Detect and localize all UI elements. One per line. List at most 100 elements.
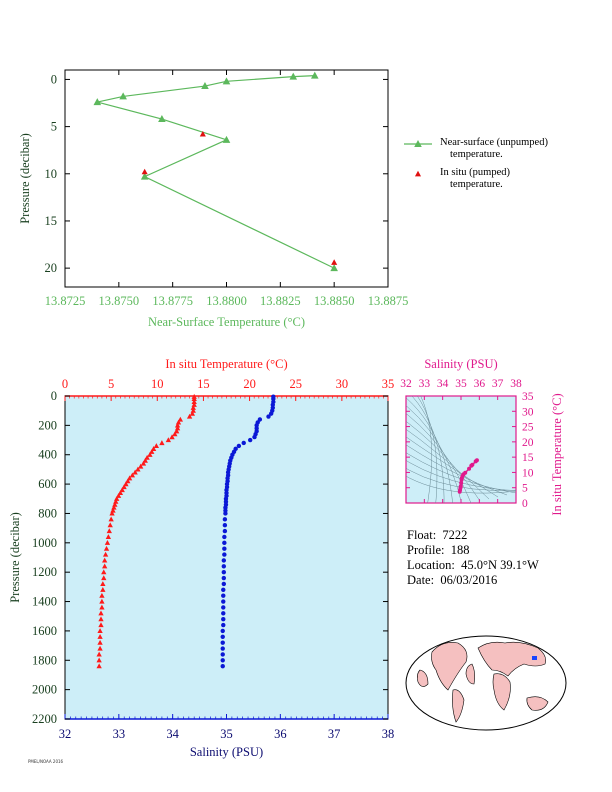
salinity-tick-label: 35 <box>220 727 233 741</box>
temperature-profile-point <box>96 657 102 663</box>
ts-point <box>467 466 472 471</box>
x-tick-label: 13.8750 <box>99 294 140 308</box>
ts-salinity-tick-label: 32 <box>400 378 412 390</box>
temperature-profile-point <box>105 534 112 540</box>
profile-label: Profile: <box>407 543 445 557</box>
location-value: 45.0°N 39.1°W <box>461 558 539 572</box>
date-row: Date: 06/03/2016 <box>407 573 539 588</box>
salinity-profile-point <box>222 540 227 546</box>
temperature-profile-point <box>159 440 165 446</box>
y-tick-label: 5 <box>51 120 57 134</box>
pressure-tick-label: 1200 <box>32 565 57 579</box>
temperature-profile-point <box>108 516 114 522</box>
pressure-tick-label: 0 <box>51 389 57 403</box>
temperature-profile-point <box>97 645 103 651</box>
temperature-profile-point <box>98 622 104 628</box>
ts-temperature-tick-label: 5 <box>522 483 528 495</box>
density-contour-line <box>406 444 508 496</box>
near-surface-temperature-point <box>158 115 166 123</box>
salinity-profile-point <box>222 517 228 522</box>
ts-salinity-tick-label: 36 <box>474 378 486 390</box>
temperature-profile-point <box>175 419 182 425</box>
temperature-profile-point <box>98 610 104 616</box>
pressure-tick-label: 1600 <box>32 624 57 638</box>
ts-salinity-tick-label: 37 <box>492 378 504 390</box>
salinity-profile-point <box>222 546 227 551</box>
pressure-tick-label: 2000 <box>32 683 57 697</box>
salinity-profile-point <box>221 581 227 587</box>
temperature-profile-point <box>104 540 111 545</box>
footer-note: PMEL/NOAA 2016 <box>28 759 64 764</box>
pressure-tick-label: 800 <box>38 506 57 520</box>
near-surface-temperature-point <box>140 172 149 180</box>
temperature-profile-point <box>123 481 129 487</box>
temperature-profile-point <box>102 551 109 557</box>
salinity-profile-point <box>222 523 228 528</box>
density-contour-line <box>411 396 445 503</box>
legend-label-unpumped-2: temperature. <box>450 149 503 160</box>
temperature-profile-point <box>96 651 102 657</box>
pressure-tick-label: 200 <box>38 418 57 432</box>
salinity-tick-label: 38 <box>382 727 395 741</box>
temperature-profile-point <box>190 404 196 410</box>
temperature-profile-point <box>125 478 131 484</box>
salinity-profile-point <box>221 622 226 628</box>
temperature-profile-point <box>102 563 108 569</box>
pressure-tick-label: 1400 <box>32 595 57 609</box>
in-situ-temperature-point <box>141 168 148 175</box>
temperature-profile-point <box>135 466 141 472</box>
near-surface-temperature-point <box>93 98 102 106</box>
near-surface-temperature-point <box>289 72 298 80</box>
temperature-profile-point <box>98 616 104 622</box>
salinity-profile-point <box>220 634 225 639</box>
ts-point <box>474 458 479 463</box>
temperature-tick-label: 30 <box>336 377 349 391</box>
pressure-tick-label: 400 <box>38 448 57 462</box>
ts-salinity-title: Salinity (PSU) <box>424 357 497 371</box>
salinity-profile-point <box>220 663 225 669</box>
temperature-profile-point <box>172 431 178 437</box>
temperature-profile-point <box>100 587 106 592</box>
temperature-profile-point <box>111 504 117 510</box>
salinity-axis-title: Salinity (PSU) <box>190 745 263 759</box>
temperature-profile-point <box>191 399 197 404</box>
float-info-panel: Float: 7222 Profile: 188 Location: 45.0°… <box>407 528 539 588</box>
land-mass <box>431 642 468 691</box>
temperature-profile-point <box>132 469 138 475</box>
temperature-profile-point <box>96 663 102 669</box>
salinity-profile-point <box>222 534 227 540</box>
temperature-profile-point <box>115 493 122 498</box>
salinity-profile-point <box>220 652 225 657</box>
salinity-profile-point <box>222 528 228 534</box>
ts-point <box>459 480 464 485</box>
salinity-profile-point <box>247 437 253 443</box>
salinity-profile-point <box>268 411 274 416</box>
ts-point <box>463 470 468 475</box>
density-contour-line <box>406 467 516 491</box>
temperature-profile-point <box>177 416 184 422</box>
ts-salinity-tick-label: 38 <box>510 378 522 390</box>
ts-salinity-tick-label: 33 <box>419 378 431 390</box>
temperature-profile-point <box>169 434 175 440</box>
legend-label-pumped-1: In situ (pumped) <box>440 167 510 178</box>
x-tick-label: 13.8850 <box>314 294 355 308</box>
temperature-tick-label: 15 <box>197 377 210 391</box>
pressure-tick-label: 1000 <box>32 536 57 550</box>
temperature-profile-point <box>113 498 119 504</box>
salinity-tick-label: 36 <box>274 727 287 741</box>
temperature-profile-point <box>101 575 107 581</box>
density-contour-line <box>406 421 481 502</box>
legend-label-unpumped-1: Near-surface (unpumped) <box>440 137 548 148</box>
temperature-profile-point <box>99 598 105 604</box>
temperature-profile-point <box>149 448 155 454</box>
temperature-profile-point <box>191 396 197 402</box>
temperature-profile-point <box>114 495 120 501</box>
ts-temperature-tick-label: 0 <box>522 498 528 510</box>
density-contour-line <box>406 413 472 503</box>
temperature-profile-point <box>174 422 181 428</box>
salinity-profile-point <box>222 552 227 557</box>
salinity-profile-point <box>221 587 226 592</box>
temperature-profile-point <box>186 413 193 419</box>
in-situ-temperature-point <box>199 130 206 137</box>
temperature-profile-point <box>174 428 180 434</box>
